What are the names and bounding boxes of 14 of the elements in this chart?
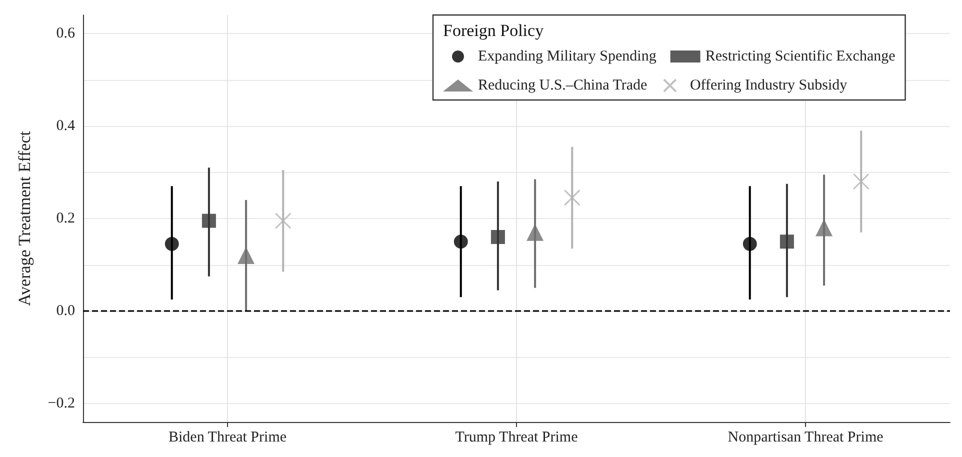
legend-label: Offering Industry Subsidy: [690, 78, 848, 94]
legend-title: Foreign Policy: [443, 21, 544, 40]
y-tick-label: 0.6: [56, 26, 76, 42]
y-tick-label: −0.2: [48, 396, 75, 412]
y-axis-title: Average Treatment Effect: [15, 130, 34, 306]
y-tick-label: 0.0: [56, 303, 75, 319]
legend-label: Reducing U.S.–China Trade: [478, 78, 648, 94]
x-tick-label: Trump Threat Prime: [455, 430, 578, 446]
x-tick-label: Nonpartisan Threat Prime: [728, 430, 884, 446]
y-tick-label: 0.2: [56, 210, 75, 226]
y-tick-label: 0.4: [56, 118, 76, 134]
legend-label: Expanding Military Spending: [478, 48, 657, 64]
x-tick-label: Biden Threat Prime: [168, 430, 287, 446]
legend-label: Restricting Scientific Exchange: [705, 48, 896, 64]
